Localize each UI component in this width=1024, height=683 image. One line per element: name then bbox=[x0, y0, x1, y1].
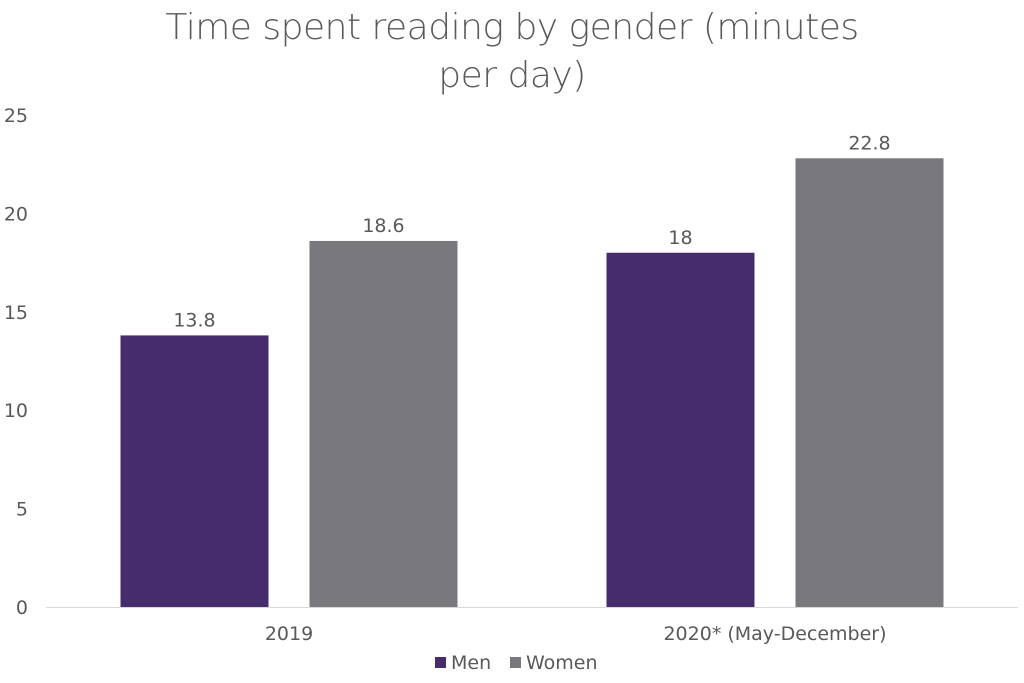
legend-swatch-women bbox=[510, 657, 521, 668]
y-tick-label: 0 bbox=[16, 597, 28, 619]
x-tick-label: 2020* (May-December) bbox=[663, 623, 886, 645]
bar-men bbox=[120, 335, 269, 607]
x-tick-label: 2019 bbox=[265, 623, 313, 645]
legend-label-men: Men bbox=[451, 652, 491, 674]
y-tick-label: 15 bbox=[4, 302, 28, 324]
y-tick-label: 20 bbox=[4, 203, 28, 225]
bar-men bbox=[606, 252, 755, 607]
legend-swatch-men bbox=[435, 657, 446, 668]
y-tick-label: 10 bbox=[4, 400, 28, 422]
data-label: 22.8 bbox=[848, 132, 890, 154]
bar-women bbox=[309, 240, 458, 607]
y-tick-label: 25 bbox=[4, 105, 28, 127]
data-label: 18.6 bbox=[362, 215, 404, 237]
legend-label-women: Women bbox=[526, 652, 598, 674]
bar-women bbox=[795, 158, 944, 607]
data-label: 18 bbox=[668, 227, 692, 249]
y-tick-label: 5 bbox=[16, 499, 28, 521]
data-label: 13.8 bbox=[173, 309, 215, 331]
